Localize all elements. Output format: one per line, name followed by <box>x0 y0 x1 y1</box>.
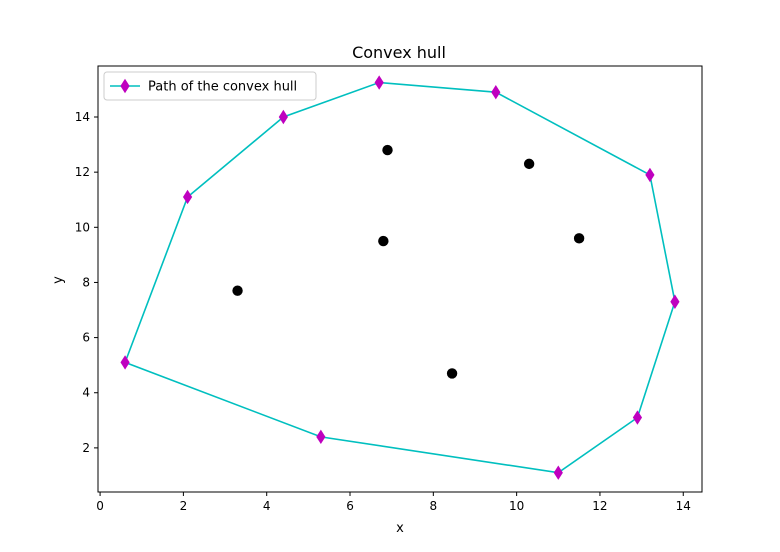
x-tick-label: 6 <box>346 499 354 513</box>
x-tick-label: 0 <box>96 499 104 513</box>
y-tick-label: 4 <box>82 386 90 400</box>
hull-vertex-marker <box>645 167 655 183</box>
hull-vertex-marker <box>182 189 193 205</box>
hull-vertex-marker <box>491 84 501 100</box>
legend: Path of the convex hull <box>103 71 317 101</box>
chart-title: Convex hull <box>352 43 446 62</box>
hull-vertex-marker <box>553 465 563 480</box>
y-tick-label: 10 <box>75 220 90 234</box>
legend-box <box>103 71 317 101</box>
y-tick-label: 8 <box>82 275 90 289</box>
plot-area <box>120 75 680 480</box>
axes-frame <box>97 65 703 493</box>
legend-marker-swatch <box>120 78 130 94</box>
x-tick-label: 4 <box>263 499 271 513</box>
hull-vertex-marker <box>278 109 288 125</box>
legend-entry-label: Path of the convex hull <box>148 80 297 95</box>
y-tick-label: 14 <box>75 110 90 124</box>
hull-vertex-marker <box>120 355 130 370</box>
y-tick-label: 12 <box>75 165 90 179</box>
x-axis-label: x <box>396 521 404 536</box>
y-tick-label: 6 <box>82 331 90 345</box>
x-tick-label: 12 <box>592 499 607 513</box>
x-tick-label: 2 <box>180 499 188 513</box>
interior-point <box>232 285 243 296</box>
interior-point <box>382 144 393 156</box>
hull-vertex-marker <box>316 429 326 445</box>
x-tick-label: 14 <box>676 499 691 513</box>
interior-point <box>378 235 389 247</box>
interior-point <box>446 368 458 379</box>
y-axis-label: y <box>51 276 66 284</box>
hull-vertex-marker <box>670 294 680 309</box>
hull-line <box>124 81 676 474</box>
hull-vertex-marker <box>632 410 643 425</box>
interior-point <box>573 233 585 244</box>
axes: 0 2 4 6 8 10 12 14 2 4 6 8 10 12 14 <box>75 65 703 513</box>
interior-point <box>523 158 535 170</box>
x-tick-label: 8 <box>430 499 438 513</box>
hull-vertex-marker <box>374 75 384 90</box>
x-tick-label: 10 <box>509 499 524 513</box>
y-tick-label: 2 <box>82 441 90 455</box>
